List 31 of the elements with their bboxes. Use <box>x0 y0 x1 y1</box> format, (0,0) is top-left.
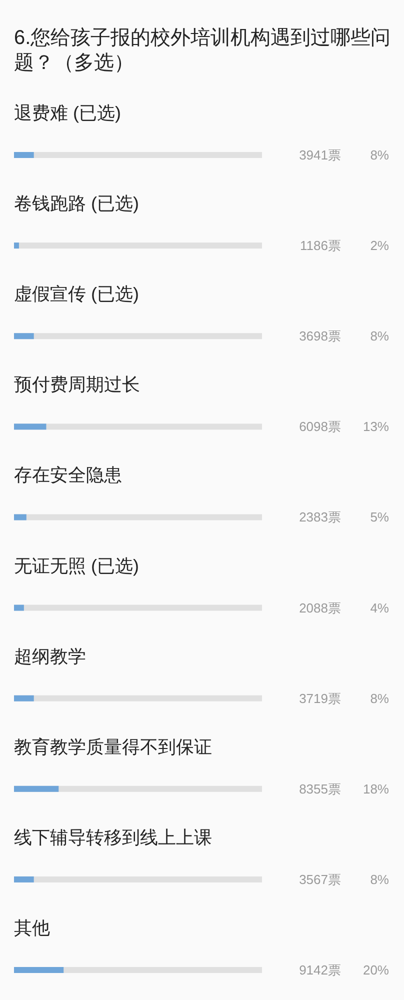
data-label: 18% <box>362 781 390 796</box>
y-tick-label: 教育教学质量得不到保证 <box>14 736 212 757</box>
y-tick-label: 线下辅导转移到线上上课 <box>14 827 212 848</box>
y-tick-label: 存在安全隐患 <box>14 465 122 486</box>
text: 2088票 <box>299 600 341 616</box>
data-label: 13% <box>362 419 390 434</box>
data-label: 8% <box>370 690 390 706</box>
y-tick-label: 退费难 (已选) <box>14 103 121 123</box>
data-label: 8% <box>370 148 390 162</box>
text: 3698票 <box>299 328 341 344</box>
text: 6098票 <box>299 419 341 434</box>
y-tick-label: 其他 <box>14 918 50 938</box>
y-tick-label: 无证无照 (已选) <box>14 556 139 576</box>
text: 2383票 <box>299 510 341 525</box>
data-label: 2% <box>370 238 390 254</box>
data-label: 20% <box>362 962 390 978</box>
y-tick-label: 虚假宣传 (已选) <box>14 284 139 304</box>
y-tick-label: 超纲教学 <box>14 646 86 666</box>
text: 3719票 <box>299 690 341 706</box>
text: 1186票 <box>300 238 341 254</box>
text: 8355票 <box>299 781 341 796</box>
data-label: 8% <box>370 328 390 344</box>
y-tick-label: 预付费周期过长 <box>14 374 140 395</box>
data-label: 4% <box>370 600 390 616</box>
data-label: 8% <box>370 872 390 887</box>
text: 9142票 <box>299 962 341 978</box>
chart-title: 6.您给孩子报的校外培训机构遇到过哪些问题？（多选） <box>14 27 391 74</box>
text: 3567票 <box>299 872 341 887</box>
y-tick-label: 卷钱跑路 (已选) <box>14 194 139 214</box>
data-label: 5% <box>370 510 390 525</box>
text: 3941票 <box>299 148 341 162</box>
